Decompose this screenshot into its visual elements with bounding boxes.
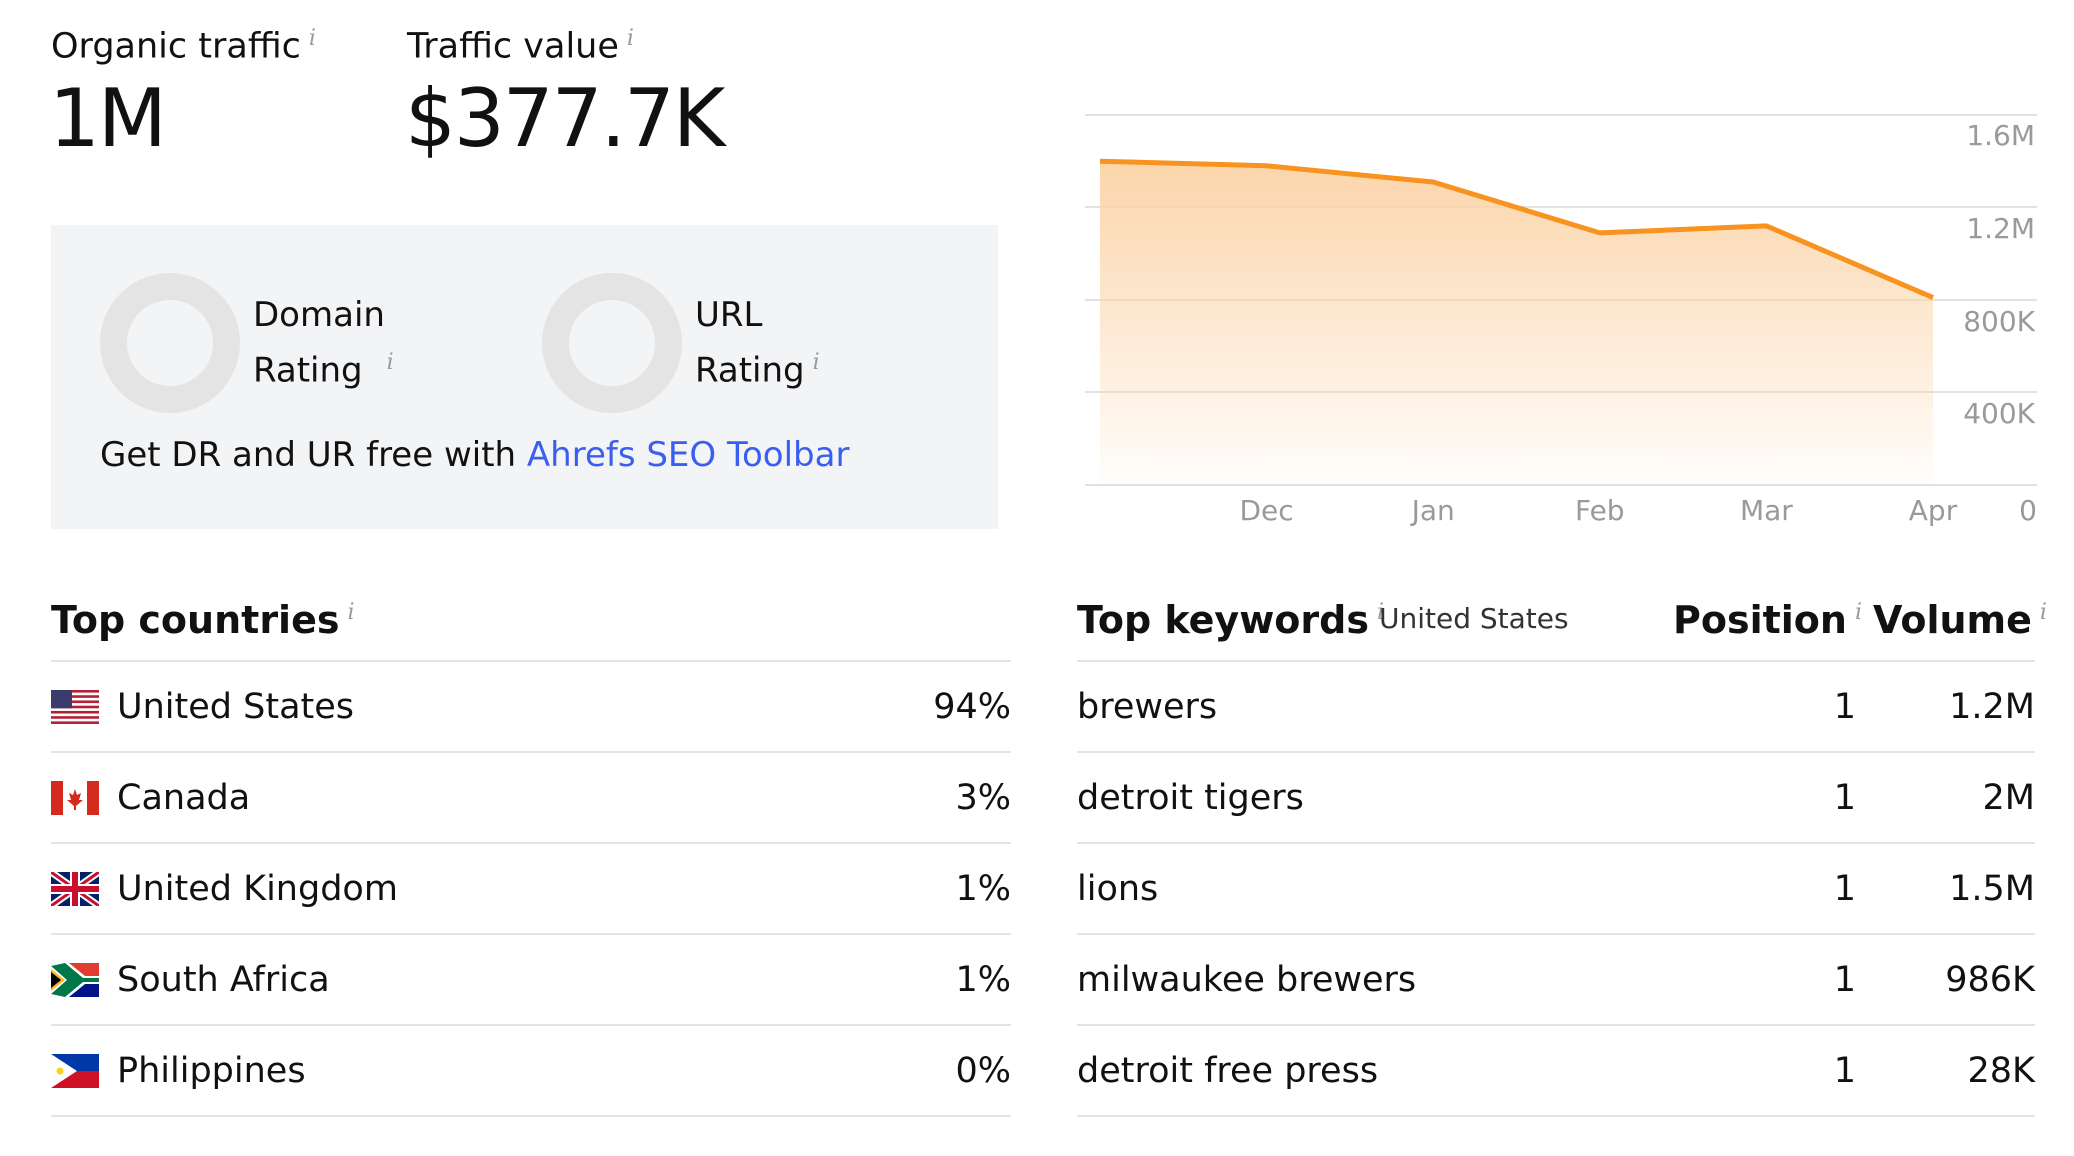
us-flag-icon [51, 690, 99, 724]
country-name[interactable]: Canada [117, 778, 251, 818]
organic-traffic-label: Organic traffic i [51, 26, 316, 67]
divider [1077, 933, 2035, 935]
uk-flag-icon [48, 869, 102, 909]
divider [1077, 751, 2035, 753]
x-tick-label: Dec [1240, 494, 1294, 527]
domain-rating-label: Domain Rating i [253, 295, 394, 391]
za-flag-icon [51, 963, 99, 997]
ahrefs-toolbar-link[interactable]: Ahrefs SEO Toolbar [526, 435, 850, 475]
ph-flag-icon [51, 1054, 99, 1088]
country-share: 0% [955, 1051, 1011, 1091]
divider [1077, 842, 2035, 844]
volume-header[interactable]: Volume i [1873, 598, 2047, 642]
keyword-volume: 1.2M [1949, 687, 2035, 727]
toolbar-promo: Get DR and UR free with Ahrefs SEO Toolb… [100, 435, 850, 475]
country-share: 1% [955, 869, 1011, 909]
country-share: 3% [955, 778, 1011, 818]
keyword-volume: 2M [1982, 778, 2035, 818]
keyword-position: 1 [1833, 869, 1856, 909]
y-tick-label: 0 [2019, 494, 2037, 527]
traffic-chart: 1.6M 1.2M 800K 400K 0 Dec Jan Feb Mar Apr [1085, 114, 2037, 527]
info-icon[interactable]: i [812, 350, 820, 375]
x-tick-label: Mar [1740, 494, 1793, 527]
y-tick-label: 400K [1963, 397, 2035, 430]
keyword-link[interactable]: detroit free press [1077, 1051, 1379, 1091]
keyword-link[interactable]: milwaukee brewers [1077, 960, 1417, 1000]
country-name[interactable]: United Kingdom [117, 869, 398, 909]
country-share: 1% [955, 960, 1011, 1000]
keyword-link[interactable]: detroit tigers [1077, 778, 1304, 818]
organic-traffic-value: 1M [49, 72, 167, 165]
info-icon[interactable]: i [1854, 600, 1862, 626]
info-icon[interactable]: i [347, 600, 355, 626]
url-rating-ring [542, 273, 682, 413]
traffic-value-label: Traffic value i [407, 26, 634, 67]
ca-flag-icon [51, 781, 99, 815]
keyword-position: 1 [1833, 960, 1856, 1000]
country-name[interactable]: United States [117, 687, 355, 727]
divider [1077, 1115, 2035, 1117]
keyword-position: 1 [1833, 687, 1856, 727]
divider [51, 1024, 1011, 1026]
keywords-country: United States [1379, 602, 1569, 635]
divider [1077, 1024, 2035, 1026]
x-tick-label: Feb [1575, 494, 1625, 527]
ratings-panel: Domain Rating i URL Rating i Get DR and UR… [51, 225, 998, 529]
position-header[interactable]: Position i [1673, 598, 1862, 642]
y-tick-label: 800K [1963, 305, 2035, 338]
divider [51, 1115, 1011, 1117]
url-rating-label: URL Rating i [695, 295, 820, 391]
divider [51, 842, 1011, 844]
divider [51, 660, 1011, 662]
country-share: 94% [933, 687, 1011, 727]
keyword-position: 1 [1833, 1051, 1856, 1091]
y-tick-label: 1.2M [1966, 212, 2035, 245]
country-name[interactable]: Philippines [117, 1051, 306, 1091]
x-tick-label: Apr [1909, 494, 1958, 527]
chart-area [1100, 161, 1933, 485]
keyword-position: 1 [1833, 778, 1856, 818]
keyword-link[interactable]: brewers [1077, 687, 1218, 727]
info-icon[interactable]: i [386, 350, 394, 375]
divider [51, 933, 1011, 935]
top-keywords-title: Top keywords i [1077, 598, 1385, 642]
chart-line [1099, 158, 1934, 300]
divider [51, 751, 1011, 753]
keyword-volume: 1.5M [1949, 869, 2035, 909]
keyword-volume: 28K [1967, 1051, 2036, 1091]
info-icon[interactable]: i [1376, 600, 1385, 626]
traffic-value-value: $377.7K [405, 72, 725, 165]
info-icon[interactable]: i [626, 26, 634, 51]
keyword-volume: 986K [1945, 960, 2035, 1000]
country-name[interactable]: South Africa [117, 960, 330, 1000]
domain-rating-ring [100, 273, 240, 413]
keyword-link[interactable]: lions [1077, 869, 1159, 909]
divider [1077, 660, 2035, 662]
x-tick-label: Jan [1410, 494, 1455, 527]
top-countries-title: Top countries i [51, 598, 355, 642]
info-icon[interactable]: i [2039, 600, 2047, 626]
y-tick-label: 1.6M [1966, 119, 2035, 152]
info-icon[interactable]: i [308, 26, 316, 51]
